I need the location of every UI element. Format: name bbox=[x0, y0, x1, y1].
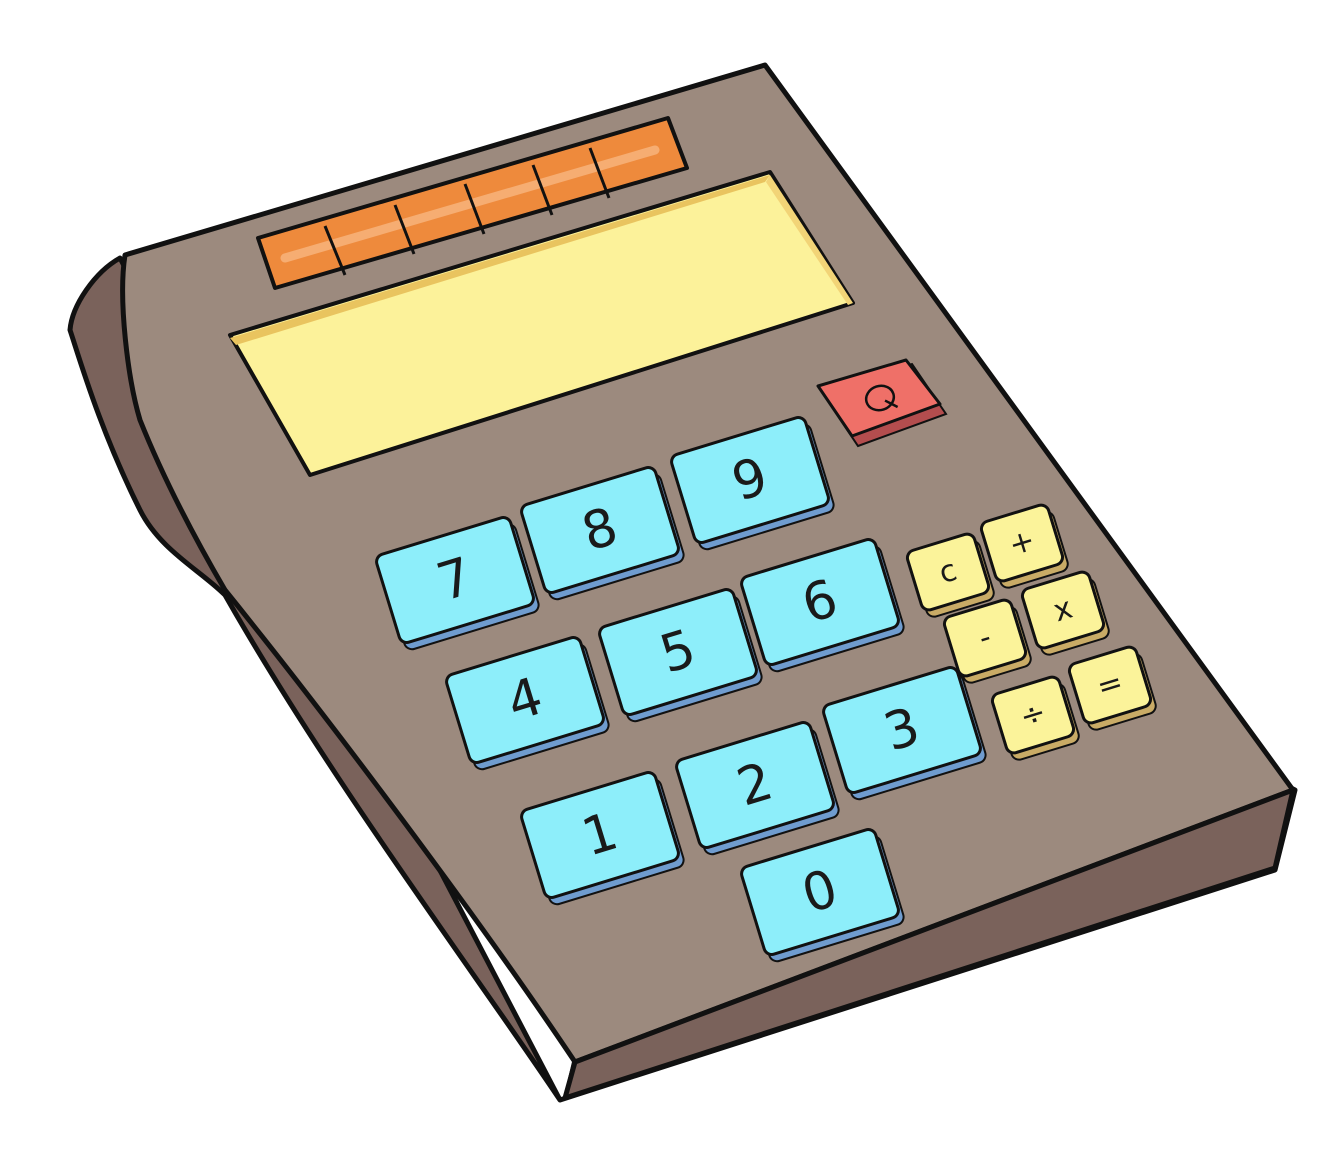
plus-key[interactable]: + bbox=[979, 502, 1069, 590]
number-key-4[interactable]: 4 bbox=[445, 635, 611, 772]
power-icon bbox=[864, 384, 899, 412]
number-key-2[interactable]: 2 bbox=[675, 720, 841, 857]
solar-panel bbox=[256, 116, 689, 290]
multiply-key[interactable]: x bbox=[1020, 569, 1110, 657]
operator-keypad: c+-x ÷= bbox=[905, 502, 1157, 762]
number-key-5[interactable]: 5 bbox=[598, 587, 764, 724]
equals-key[interactable]: = bbox=[1067, 644, 1157, 732]
display-screen bbox=[228, 170, 855, 477]
number-key-6[interactable]: 6 bbox=[740, 537, 906, 674]
minus-key[interactable]: - bbox=[942, 597, 1032, 685]
number-key-3[interactable]: 3 bbox=[822, 665, 988, 802]
number-key-9[interactable]: 9 bbox=[670, 415, 836, 552]
clear-key[interactable]: c bbox=[905, 531, 995, 619]
number-key-1[interactable]: 1 bbox=[520, 770, 686, 907]
number-key-0[interactable]: 0 bbox=[740, 827, 906, 964]
power-button[interactable] bbox=[816, 358, 948, 448]
calculator-body-front-edge bbox=[562, 787, 1296, 1101]
divide-key[interactable]: ÷ bbox=[990, 674, 1080, 762]
number-key-7[interactable]: 7 bbox=[375, 515, 541, 652]
number-key-8[interactable]: 8 bbox=[520, 465, 686, 602]
